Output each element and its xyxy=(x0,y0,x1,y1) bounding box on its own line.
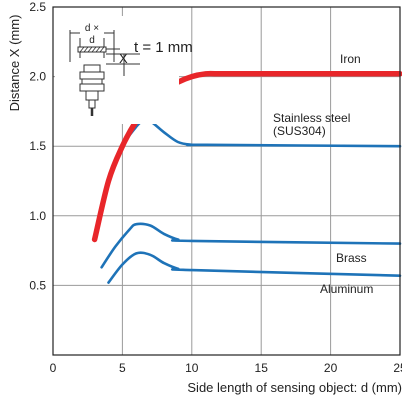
y-tick-label: 1.0 xyxy=(29,209,46,223)
plate-hatch xyxy=(79,46,105,53)
inset-thickness: t = 1 mm xyxy=(134,39,193,56)
series-label-brass: Brass xyxy=(336,251,367,265)
inset-background xyxy=(55,16,179,124)
x-tick-label: 20 xyxy=(324,361,338,375)
y-tick-label: 0.5 xyxy=(29,278,46,292)
tick-labels: 0 5 10 15 20 25 0.5 1.0 1.5 2.0 2.5 xyxy=(29,0,402,375)
series-label-stainless-steel-sus304: Stainless steel xyxy=(273,111,350,125)
x-tick-label: 15 xyxy=(255,361,269,375)
y-tick-label: 2.0 xyxy=(29,70,46,84)
x-tick-label: 25 xyxy=(393,361,402,375)
x-tick-label: 10 xyxy=(185,361,199,375)
series-label-stainless-steel-sus304: (SUS304) xyxy=(273,124,326,138)
proximity-sensor xyxy=(79,64,105,109)
inset-label-d-times: d × xyxy=(85,23,99,34)
plot-frame xyxy=(52,6,401,356)
sensor-diagram: d × d t = 1 mm X xyxy=(55,16,193,124)
x-tick-label: 5 xyxy=(119,361,126,375)
series-line-stainless-steel-sus304 xyxy=(93,118,402,238)
series-label-iron: Iron xyxy=(340,52,361,66)
x-axis-title: Side length of sensing object: d (mm) xyxy=(187,380,402,395)
x-tick-label: 0 xyxy=(50,361,57,375)
grid xyxy=(53,7,400,355)
inset-label-x: X xyxy=(119,51,128,66)
inset-label-d: d xyxy=(89,35,95,46)
y-tick-label: 1.5 xyxy=(29,139,46,153)
series-line-brass xyxy=(100,222,402,269)
series-label-aluminum: Aluminum xyxy=(320,282,373,296)
series-line-aluminum xyxy=(107,251,402,284)
series-labels: Iron Stainless steel(SUS304) Brass Aluminum xyxy=(273,52,373,296)
y-tick-label: 2.5 xyxy=(29,0,46,14)
y-axis-title: Distance X (mm) xyxy=(7,15,22,112)
